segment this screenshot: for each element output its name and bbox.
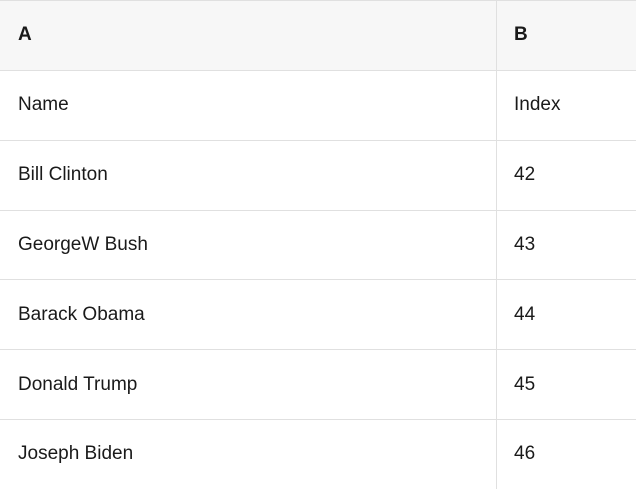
cell-b5[interactable]: 45	[514, 373, 536, 395]
column-header-row: A B	[0, 1, 636, 71]
cell-a4[interactable]: Barack Obama	[0, 280, 497, 350]
table-row: Joseph Biden 46	[0, 420, 636, 489]
column-header-b[interactable]: B	[514, 24, 528, 46]
cell-b2[interactable]: 42	[514, 164, 536, 186]
cell-a5[interactable]: Donald Trump	[0, 350, 497, 420]
cell-a3[interactable]: GeorgeW Bush	[0, 210, 497, 280]
cell-a6[interactable]: Joseph Biden	[0, 420, 497, 489]
table-row: Name Index	[0, 70, 636, 141]
cell-a2[interactable]: Bill Clinton	[0, 140, 497, 210]
cell-b6[interactable]: 46	[514, 443, 536, 465]
cell-a1[interactable]: Name	[0, 70, 497, 140]
cell-b3[interactable]: 43	[514, 233, 536, 255]
table-row: GeorgeW Bush 43	[0, 210, 636, 281]
table-row: Donald Trump 45	[0, 350, 636, 421]
cell-b1[interactable]: Index	[514, 94, 561, 116]
cell-b4[interactable]: 44	[514, 303, 536, 325]
table-row: Bill Clinton 42	[0, 140, 636, 211]
table-row: Barack Obama 44	[0, 280, 636, 351]
column-header-a[interactable]: A	[0, 1, 497, 70]
